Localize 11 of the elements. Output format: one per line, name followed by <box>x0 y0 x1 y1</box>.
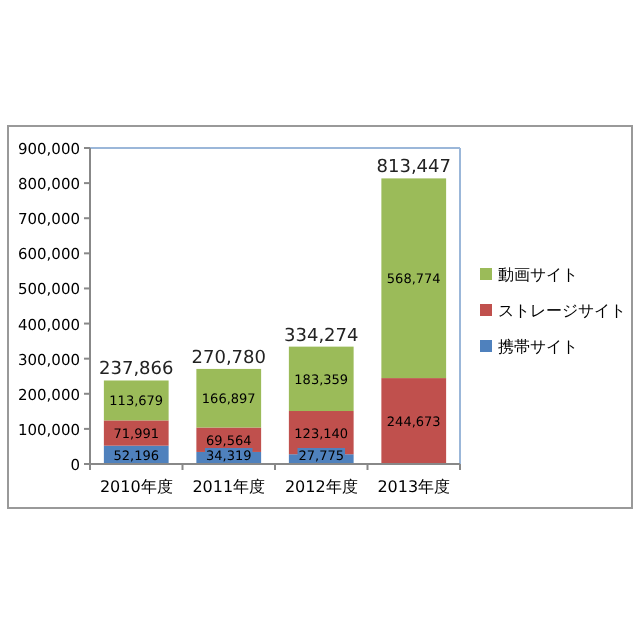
total-label: 813,447 <box>376 158 451 179</box>
legend-label: 携帯サイト <box>498 338 578 356</box>
total-label: 237,866 <box>99 360 175 381</box>
x-tick-label: 2011年度 <box>192 478 266 496</box>
x-tick-label: 2012年度 <box>284 478 358 496</box>
total-label: 270,780 <box>191 348 267 369</box>
legend-label: 動画サイト <box>498 266 578 284</box>
x-tick-label: 2013年度 <box>377 478 451 496</box>
total-label: 334,274 <box>284 326 360 347</box>
x-tick-label: 2010年度 <box>99 478 173 496</box>
legend-label: ストレージサイト <box>498 302 626 320</box>
